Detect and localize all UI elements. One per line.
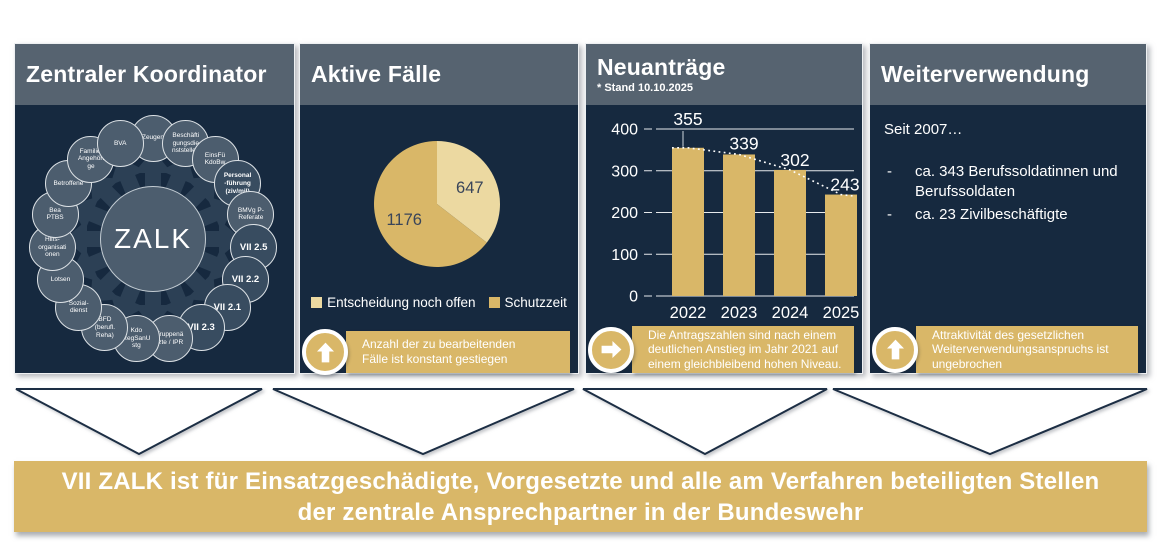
bullet-item: ca. 343 Berufssoldatinnen und Berufssold… xyxy=(884,162,1134,202)
panel-body: Seit 2007… ca. 343 Berufssoldatinnen und… xyxy=(870,105,1146,373)
zalk-stakeholder-diagram: Zeugen Beschäfti gungsdie nststellen EinsF… xyxy=(15,105,294,373)
x-axis-label: 2024 xyxy=(772,304,809,322)
panel-aktive-faelle: Aktive Fälle 647 1176 Entscheidung noch o… xyxy=(299,43,579,375)
arrow-up-icon xyxy=(302,329,348,375)
panel-title: Weiterverwendung xyxy=(881,61,1090,87)
bar-value-label: 339 xyxy=(729,133,758,153)
legend-item: Schutzzeit xyxy=(488,295,567,310)
zalk-label: ZALK xyxy=(113,223,193,254)
y-axis-label: 300 xyxy=(611,163,638,180)
x-axis-label: 2025 xyxy=(823,304,860,322)
down-arrow-shape xyxy=(832,388,1148,456)
banner-line-1: VII ZALK ist für Einsatzgeschädigte, Vor… xyxy=(61,467,1100,495)
callout: Anzahl der zu bearbeitenden Fälle ist ko… xyxy=(300,329,578,375)
y-axis-label: 400 xyxy=(611,122,638,139)
pie-chart: 647 1176 xyxy=(374,141,500,267)
legend-swatch xyxy=(311,297,323,308)
callout-box: Die Antragszahlen sind nach einem deutli… xyxy=(632,326,854,373)
arrow-right-icon xyxy=(588,326,634,373)
callout: Die Antragszahlen sind nach einem deutli… xyxy=(586,326,862,373)
panel-body: Zeugen Beschäfti gungsdie nststellen EinsF… xyxy=(15,105,294,373)
pie-legend: Entscheidung noch offen Schutzzeit xyxy=(300,295,578,310)
callout-box: Anzahl der zu bearbeitenden Fälle ist ko… xyxy=(346,331,570,373)
panel-neuantraege: Neuanträge * Stand 10.10.2025 0 100 200 300… xyxy=(585,43,863,374)
panel-body: 647 1176 Entscheidung noch offen Schutzzei… xyxy=(300,105,578,375)
bullet-item: ca. 23 Zivilbeschäftigte xyxy=(884,205,1134,225)
bar xyxy=(825,194,857,296)
y-axis-label: 100 xyxy=(611,247,638,264)
x-axis-label: 2022 xyxy=(670,304,707,322)
legend-item: Entscheidung noch offen xyxy=(311,295,476,310)
pie-slice xyxy=(374,141,487,267)
panel-title: Neuanträge xyxy=(597,54,726,80)
weiterverwendung-text: Seit 2007… ca. 343 Berufssoldatinnen und… xyxy=(870,105,1146,225)
panel-header: Zentraler Koordinator xyxy=(15,44,294,105)
panel-header: Aktive Fälle xyxy=(300,44,578,105)
panel-header: Weiterverwendung xyxy=(870,44,1146,105)
y-axis-label: 0 xyxy=(629,289,638,306)
pie-value-label: 1176 xyxy=(386,211,421,229)
panel-body: 0 100 200 300 400 355 339 302 243 2022 2023 2024 202… xyxy=(586,105,862,373)
summary-banner: VII ZALK ist für Einsatzgeschädigte, Vor… xyxy=(14,461,1147,532)
panel-subtitle: * Stand 10.10.2025 xyxy=(597,82,694,94)
bullet-list: ca. 343 Berufssoldatinnen und Berufssold… xyxy=(884,162,1134,225)
panel-title: Zentraler Koordinator xyxy=(26,61,267,87)
bar xyxy=(672,147,704,296)
intro-text: Seit 2007… xyxy=(884,121,963,138)
panel-header: Neuanträge * Stand 10.10.2025 xyxy=(586,44,862,105)
trend-line xyxy=(672,146,855,197)
down-arrow-shape xyxy=(272,388,575,456)
x-axis-label: 2023 xyxy=(721,304,758,322)
legend-label: Entscheidung noch offen xyxy=(327,295,476,310)
bar xyxy=(723,154,755,296)
zalk-center-circle: ZALK xyxy=(100,186,206,292)
legend-swatch xyxy=(488,297,500,308)
panel-title: Aktive Fälle xyxy=(311,61,442,87)
callout: Attraktivität des gesetzlichen Weiterver… xyxy=(870,326,1146,373)
callout-text: Attraktivität des gesetzlichen Weiterver… xyxy=(932,327,1109,371)
callout-box: Attraktivität des gesetzlichen Weiterver… xyxy=(916,326,1138,373)
bar xyxy=(774,169,806,296)
panel-weiterverwendung: Weiterverwendung Seit 2007… ca. 343 Beru… xyxy=(869,43,1147,374)
banner-line-2: der zentrale Ansprechpartner in der Bund… xyxy=(297,498,864,526)
bar-value-label: 302 xyxy=(780,150,809,170)
pie-value-label: 647 xyxy=(456,179,484,197)
down-arrow-shape xyxy=(582,388,828,456)
arrow-up-icon xyxy=(872,326,918,373)
down-arrow-shape xyxy=(15,388,263,456)
callout-text: Die Antragszahlen sind nach einem deutli… xyxy=(648,327,842,371)
bar-value-label: 355 xyxy=(673,109,702,129)
bar-value-label: 243 xyxy=(830,175,859,195)
legend-label: Schutzzeit xyxy=(504,295,567,310)
pie-slice xyxy=(437,141,500,243)
stakeholder-circle: BVA xyxy=(96,119,144,167)
y-axis-label: 200 xyxy=(611,205,638,222)
bar-chart: 0 100 200 300 400 355 339 302 243 2022 2023 2024 202… xyxy=(611,109,860,322)
callout-text: Anzahl der zu bearbeitenden Fälle ist ko… xyxy=(362,337,516,366)
panel-zentraler-koordinator: Zentraler Koordinator Zeugen Beschäfti gu… xyxy=(14,43,295,374)
